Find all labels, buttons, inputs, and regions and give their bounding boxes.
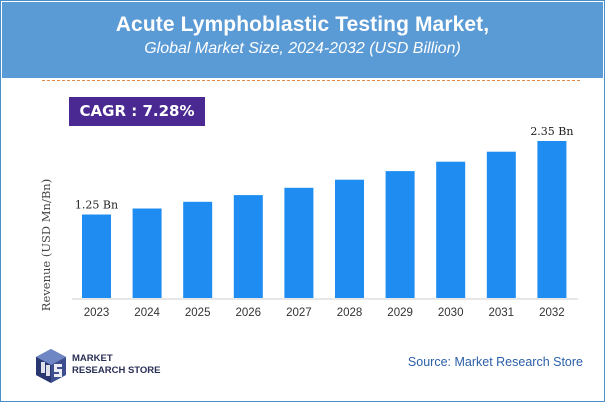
logo-line-2: RESEARCH STORE <box>72 365 161 376</box>
x-tick-label-2032: 2032 <box>539 307 565 319</box>
data-labels: 1.25 Bn 2.35 Bn <box>75 125 574 212</box>
bar-2027 <box>284 187 314 298</box>
data-label-2032: 2.35 Bn <box>530 125 573 138</box>
y-axis-label: Revenue (USD Mn/Bn) <box>39 179 53 311</box>
logo-wordmark: MARKET RESEARCH STORE <box>72 353 161 377</box>
market-research-store-logo-icon <box>36 349 66 383</box>
x-tick-label-2024: 2024 <box>134 307 160 319</box>
logo-line-1: MARKET <box>72 353 113 364</box>
x-tick-label-2031: 2031 <box>489 307 515 319</box>
bar-2025 <box>183 201 213 298</box>
bar-2023 <box>82 214 111 298</box>
bars-group <box>82 141 567 298</box>
x-tick-label-2030: 2030 <box>438 307 464 319</box>
bar-2026 <box>233 195 263 298</box>
chart-title: Acute Lymphoblastic Testing Market, <box>115 13 490 36</box>
cagr-badge: CAGR : 7.28% <box>69 97 205 126</box>
x-tick-label-2028: 2028 <box>337 307 363 319</box>
header-banner: Acute Lymphoblastic Testing Market, Glob… <box>2 2 603 78</box>
bar-2024 <box>132 208 162 298</box>
divider-line <box>42 80 580 81</box>
x-tick-label-2026: 2026 <box>236 307 262 319</box>
x-tick-label-2025: 2025 <box>185 307 211 319</box>
bar-2028 <box>335 179 364 298</box>
x-tick-label-2023: 2023 <box>84 307 110 319</box>
bar-2031 <box>486 151 516 298</box>
x-tick-label-2027: 2027 <box>286 307 312 319</box>
x-tick-labels: 2023 2024 2025 2026 2027 2028 2029 2030 2031 2032 <box>84 307 565 319</box>
bar-2032 <box>537 141 567 298</box>
chart-subtitle: Global Market Size, 2024-2032 (USD Billi… <box>144 40 461 57</box>
data-label-2023: 1.25 Bn <box>75 199 118 212</box>
x-tick-label-2029: 2029 <box>387 307 413 319</box>
bar-2029 <box>385 171 415 298</box>
source-text: Source: Market Research Store <box>407 355 583 369</box>
bar-2030 <box>436 161 466 298</box>
